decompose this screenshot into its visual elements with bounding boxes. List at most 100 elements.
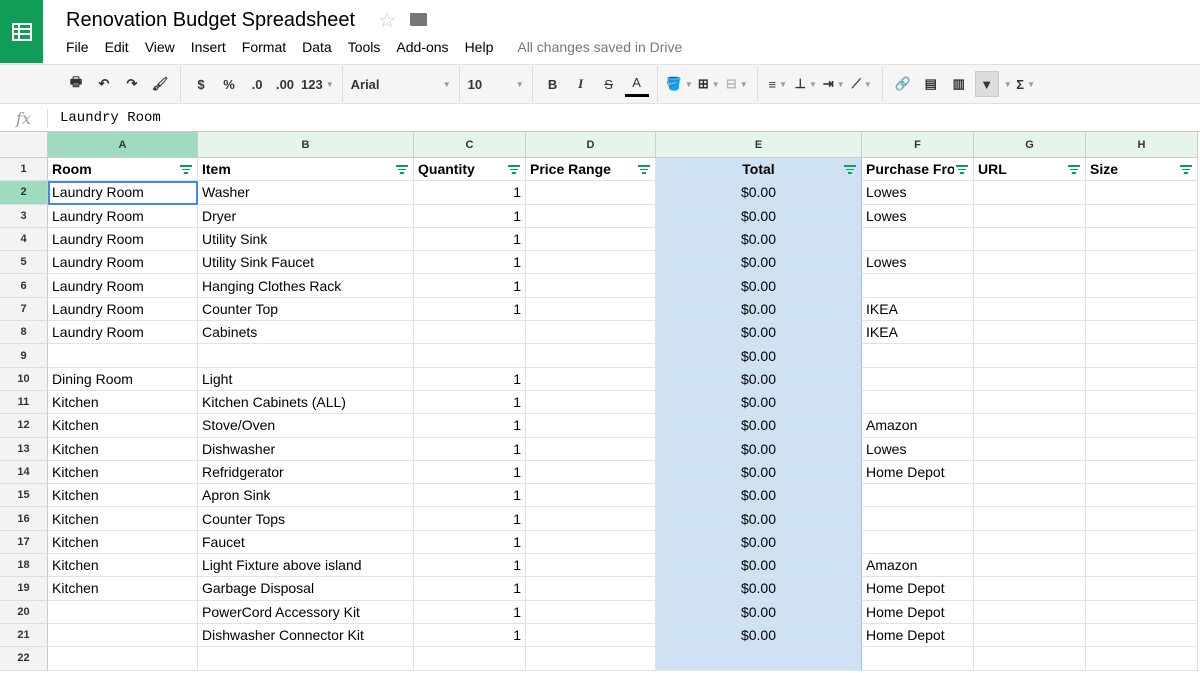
cell[interactable]: $0.00 (656, 251, 862, 275)
cell[interactable] (862, 484, 974, 508)
cell[interactable]: 1 (414, 600, 526, 624)
row-number[interactable]: 17 (0, 530, 48, 555)
cell[interactable]: Apron Sink (198, 484, 414, 508)
align-left-icon[interactable]: ≡ ▼ (768, 76, 787, 92)
cell[interactable] (862, 647, 974, 671)
cell[interactable] (1086, 414, 1198, 438)
decrease-decimal-button[interactable]: .0 (251, 76, 263, 92)
cell[interactable]: Utility Sink Faucet (198, 251, 414, 275)
cell[interactable] (974, 460, 1086, 485)
cell[interactable]: 1 (414, 251, 526, 275)
header-cell[interactable]: Item (198, 158, 414, 182)
cell[interactable] (526, 507, 656, 531)
row-number[interactable]: 2 (0, 181, 48, 205)
column-header-e[interactable]: E (656, 132, 862, 158)
cell[interactable]: 1 (414, 554, 526, 578)
cell[interactable]: Kitchen (48, 530, 198, 555)
row-number[interactable]: 8 (0, 321, 48, 345)
cell[interactable] (1086, 507, 1198, 531)
cell[interactable] (974, 344, 1086, 368)
cell[interactable] (526, 623, 656, 648)
cell[interactable]: $0.00 (656, 321, 862, 345)
header-cell[interactable]: Purchase From (862, 158, 974, 182)
cell[interactable]: $0.00 (656, 507, 862, 531)
cell[interactable]: IKEA (862, 321, 974, 345)
cell[interactable] (526, 530, 656, 555)
cell[interactable] (1086, 321, 1198, 345)
cell[interactable]: 1 (414, 367, 526, 391)
cell[interactable]: $0.00 (656, 367, 862, 391)
cell[interactable] (526, 367, 656, 391)
cell[interactable] (1086, 274, 1198, 298)
cell[interactable]: $0.00 (656, 414, 862, 438)
cell[interactable] (1086, 344, 1198, 368)
menu-view[interactable]: View (144, 39, 175, 55)
cell[interactable] (974, 554, 1086, 578)
cell[interactable] (526, 181, 656, 205)
strikethrough-button[interactable]: S (604, 76, 613, 92)
cell[interactable]: Home Depot (862, 577, 974, 601)
cell[interactable]: Kitchen (48, 414, 198, 438)
cell[interactable]: Garbage Disposal (198, 577, 414, 601)
text-wrap-icon[interactable]: ⇥ ▼ (822, 76, 845, 91)
cell[interactable]: $0.00 (656, 460, 862, 485)
text-color-button[interactable]: A (624, 71, 649, 97)
cell[interactable]: $0.00 (656, 227, 862, 252)
cell[interactable]: Dining Room (48, 367, 198, 391)
percent-button[interactable]: % (223, 76, 235, 92)
cell[interactable] (48, 647, 198, 671)
filter-icon[interactable] (508, 165, 520, 176)
cell[interactable] (862, 274, 974, 298)
cell[interactable] (1086, 227, 1198, 252)
paint-format-icon[interactable]: 🖌 (151, 76, 169, 91)
cell[interactable]: Lowes (862, 251, 974, 275)
row-number[interactable]: 19 (0, 577, 48, 601)
cell[interactable] (526, 577, 656, 601)
cell[interactable] (1086, 204, 1198, 228)
menu-help[interactable]: Help (464, 39, 494, 55)
cell[interactable]: Hanging Clothes Rack (198, 274, 414, 298)
cell[interactable] (974, 507, 1086, 531)
cell[interactable]: Kitchen (48, 507, 198, 531)
cell[interactable]: 1 (414, 577, 526, 601)
vertical-align-icon[interactable]: ⊥ ▼ (794, 76, 817, 91)
cell[interactable]: 1 (414, 507, 526, 531)
star-icon[interactable]: ☆ (378, 10, 396, 32)
cell[interactable] (198, 344, 414, 368)
cell[interactable] (526, 204, 656, 228)
row-number[interactable]: 20 (0, 600, 48, 624)
increase-decimal-button[interactable]: .00 (275, 76, 295, 92)
cell[interactable]: $0.00 (656, 181, 862, 205)
bold-button[interactable]: B (547, 76, 558, 92)
cell[interactable] (974, 181, 1086, 205)
cell[interactable] (862, 530, 974, 555)
cell[interactable] (974, 204, 1086, 228)
cell[interactable] (48, 623, 198, 648)
row-number[interactable]: 7 (0, 297, 48, 322)
row-number[interactable]: 13 (0, 437, 48, 461)
row-number[interactable]: 6 (0, 274, 48, 298)
menu-file[interactable]: File (66, 39, 89, 55)
cell[interactable] (1086, 623, 1198, 648)
borders-icon[interactable]: ⊞ ▼ (697, 76, 720, 91)
cell[interactable] (198, 647, 414, 671)
row-number[interactable]: 21 (0, 623, 48, 648)
filter-icon[interactable] (638, 165, 650, 176)
cell[interactable] (974, 227, 1086, 252)
cell[interactable] (526, 437, 656, 461)
menu-addons[interactable]: Add-ons (396, 39, 449, 55)
cell[interactable] (526, 297, 656, 322)
cell[interactable] (974, 623, 1086, 648)
cell[interactable] (862, 390, 974, 415)
cell[interactable]: Refridgerator (198, 460, 414, 485)
cell[interactable]: $0.00 (656, 344, 862, 368)
cell[interactable]: $0.00 (656, 204, 862, 228)
cell[interactable]: Dishwasher (198, 437, 414, 461)
cell[interactable]: Home Depot (862, 623, 974, 648)
cell[interactable]: 1 (414, 390, 526, 415)
menu-edit[interactable]: Edit (104, 39, 129, 55)
italic-button[interactable]: I (578, 76, 584, 91)
cell[interactable]: Utility Sink (198, 227, 414, 252)
cell[interactable] (526, 414, 656, 438)
select-all-corner[interactable] (0, 132, 48, 158)
